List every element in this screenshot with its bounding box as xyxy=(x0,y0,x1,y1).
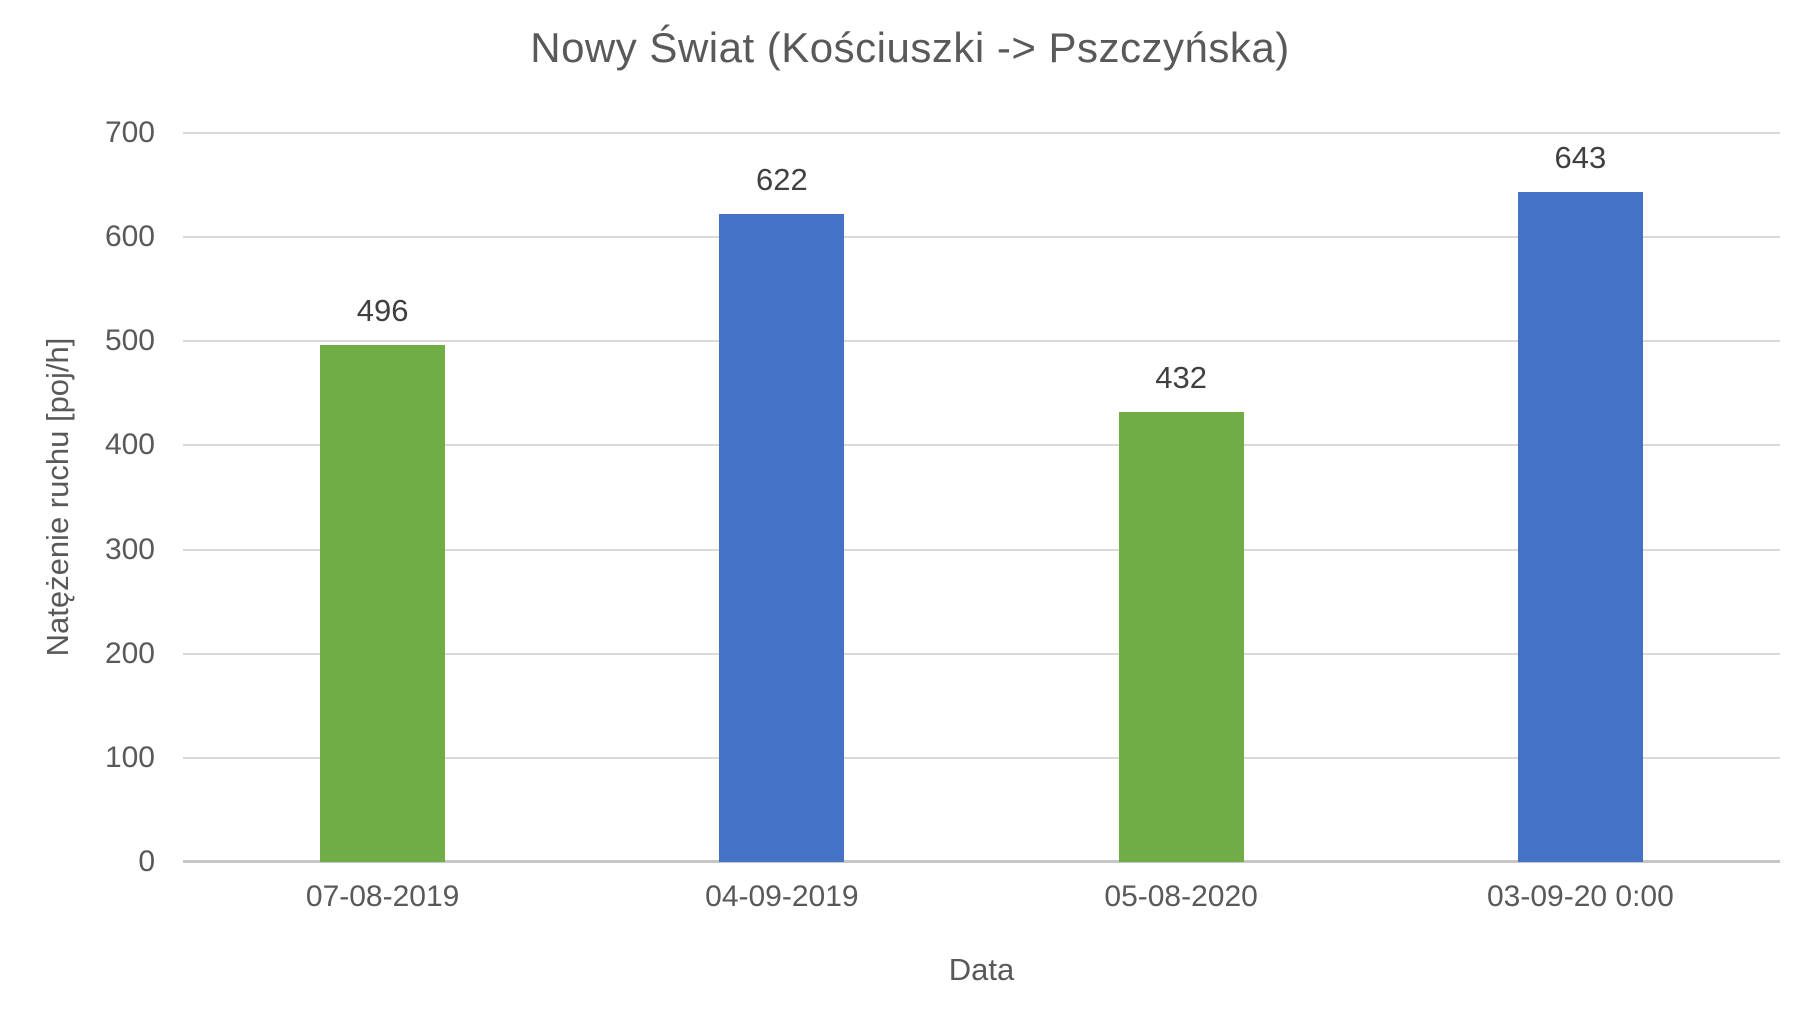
bar-04-09-2019 xyxy=(719,214,845,862)
gridline-600 xyxy=(183,236,1780,239)
x-category-label-04-09-2019: 04-09-2019 xyxy=(705,880,859,913)
x-category-label-05-08-2020: 05-08-2020 xyxy=(1104,880,1258,913)
x-category-label-03-09-20 0:00: 03-09-20 0:00 xyxy=(1486,880,1674,913)
bar-value-label-07-08-2019: 496 xyxy=(356,293,409,329)
gridline-400 xyxy=(183,444,1780,447)
y-tick-label-600: 600 xyxy=(104,220,155,254)
y-tick-label-700: 700 xyxy=(104,116,155,149)
gridline-200 xyxy=(183,652,1780,655)
gridline-700 xyxy=(183,132,1780,134)
bar-value-label-03-09-20 0:00: 643 xyxy=(1554,140,1607,176)
x-axis-category-labels: 07-08-2019 04-09-2019 05-08-2020 03-09-20 0… xyxy=(183,880,1780,914)
bar-03-09-20 0:00 xyxy=(1517,192,1643,862)
bar-07-08-2019 xyxy=(320,345,446,862)
y-axis-tick-labels: 0 100 200 300 400 500 600 700 xyxy=(60,116,155,878)
y-tick-label-300: 300 xyxy=(104,532,155,566)
y-tick-label-200: 200 xyxy=(104,636,155,670)
x-axis-line xyxy=(183,860,1780,863)
x-axis-title: Data xyxy=(948,952,1015,987)
chart-title: Nowy Świat (Kościuszki -> Pszczyńska) xyxy=(530,24,1290,71)
plot-area: 496 622 432 643 xyxy=(183,132,1780,863)
y-tick-label-0: 0 xyxy=(138,845,155,878)
y-tick-label-500: 500 xyxy=(104,324,155,358)
gridline-100 xyxy=(183,756,1780,759)
bar-value-label-04-09-2019: 622 xyxy=(756,162,808,198)
y-tick-label-100: 100 xyxy=(104,740,155,774)
bar-05-08-2020 xyxy=(1118,412,1244,862)
y-tick-label-400: 400 xyxy=(104,428,155,462)
bar-value-label-05-08-2020: 432 xyxy=(1155,360,1207,396)
x-category-label-07-08-2019: 07-08-2019 xyxy=(305,880,460,913)
gridline-500 xyxy=(183,340,1780,343)
gridline-300 xyxy=(183,548,1780,551)
